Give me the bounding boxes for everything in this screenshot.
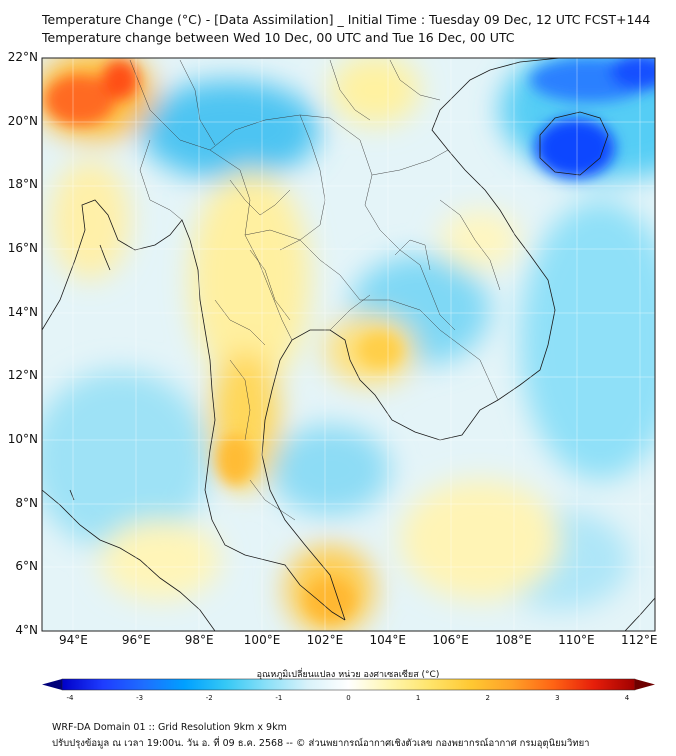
lon-tick-label: 96°E xyxy=(121,633,151,647)
lon-tick-label: 100°E xyxy=(243,633,281,647)
lat-tick-label: 22°N xyxy=(7,50,38,64)
lat-tick-label: 20°N xyxy=(7,113,38,128)
colorbar-tick-label: 2 xyxy=(485,694,490,702)
map-frame xyxy=(41,57,656,632)
colorbar-max-arrow xyxy=(635,679,655,690)
lat-tick-label: 8°N xyxy=(15,495,38,510)
lon-tick-label: 94°E xyxy=(58,633,88,647)
colorbar-tick-label: 3 xyxy=(555,694,560,702)
colorbar-tick-label: -2 xyxy=(205,694,213,702)
lon-tick-label: 102°E xyxy=(306,633,344,647)
lat-tick-label: 12°N xyxy=(7,368,38,383)
colorbar-tick-label: 0 xyxy=(346,694,351,702)
lon-tick-label: 98°E xyxy=(184,633,214,647)
admin-borders xyxy=(129,59,501,521)
lon-tick-label: 104°E xyxy=(369,633,407,647)
coastlines xyxy=(42,58,655,631)
lat-tick-label: 6°N xyxy=(15,559,38,574)
colorbar-tick-label: 1 xyxy=(415,694,421,702)
lon-tick-label: 106°E xyxy=(432,633,469,647)
colorbar-tick-label: 4 xyxy=(624,694,630,702)
gridlines xyxy=(42,58,655,631)
colorbar-tick-label: -4 xyxy=(66,694,74,702)
colorbar-tick-label: -1 xyxy=(275,694,283,702)
footer-update-info: ปรับปรุงข้อมูล ณ เวลา 19:00น. วัน อ. ที่… xyxy=(52,738,590,749)
footer-model-info: WRF-DA Domain 01 :: Grid Resolution 9km … xyxy=(52,722,287,733)
lat-tick-label: 4°N xyxy=(15,623,38,637)
colorbar xyxy=(42,678,655,691)
lon-tick-label: 110°E xyxy=(558,633,595,647)
map-subtitle: Temperature change between Wed 10 Dec, 0… xyxy=(42,30,515,45)
colorbar-min-arrow xyxy=(42,679,62,690)
lon-tick-label: 108°E xyxy=(495,633,532,647)
map-title: Temperature Change (°C) - [Data Assimila… xyxy=(42,12,651,27)
lon-tick-label: 112°E xyxy=(621,633,658,647)
lat-tick-label: 18°N xyxy=(7,177,38,192)
lat-tick-label: 14°N xyxy=(7,304,38,319)
colorbar-title: อุณหภูมิเปลี่ยนแปลง หน่วย องศาเซลเซียส (… xyxy=(256,670,440,680)
temperature-field xyxy=(42,58,655,631)
colorbar-tick-label: -3 xyxy=(136,694,144,702)
lat-tick-label: 10°N xyxy=(7,432,38,446)
lat-tick-label: 16°N xyxy=(7,241,38,255)
